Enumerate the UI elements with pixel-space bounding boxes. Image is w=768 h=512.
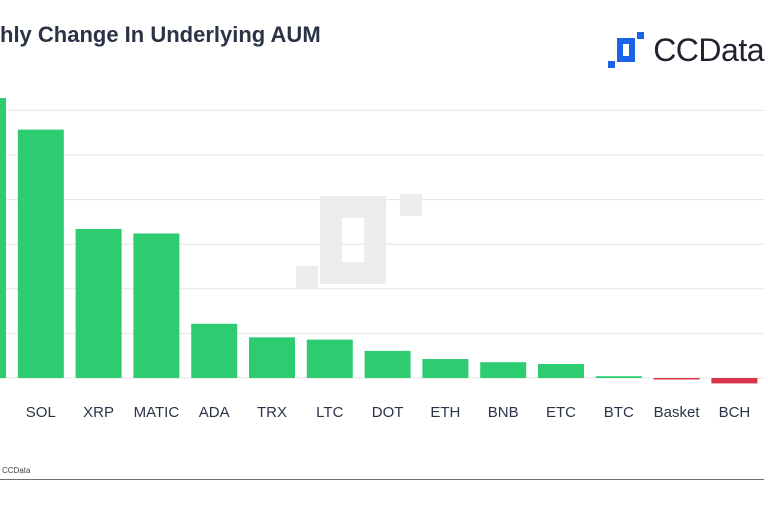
x-tick-label: LTC xyxy=(316,404,343,421)
source-note: CCData xyxy=(2,466,31,475)
x-tick-label: Basket xyxy=(654,404,701,421)
watermark-cell xyxy=(320,240,342,262)
x-tick-label: SOL xyxy=(26,404,56,421)
watermark-logo xyxy=(296,194,422,288)
watermark-cell xyxy=(342,196,364,218)
x-tick-label: ETC xyxy=(546,404,576,421)
x-tick-label: MATIC xyxy=(134,404,180,421)
bar-chart: SOL XRP MATIC ADA TRX LTC DOT ETH BNB ETC BTC Baske… xyxy=(0,98,764,421)
bar-sol xyxy=(17,129,64,378)
watermark-cell xyxy=(342,262,364,284)
watermark-cell xyxy=(296,266,318,288)
watermark-cell xyxy=(320,262,342,284)
bar-ada xyxy=(191,323,238,378)
x-tick-label: ETH xyxy=(430,404,460,421)
ccdata-logo-icon xyxy=(608,32,645,68)
x-tick-label: BCH xyxy=(719,404,751,421)
x-tick-label: DOT xyxy=(372,404,404,421)
watermark-cell xyxy=(320,218,342,240)
x-tick-label: BTC xyxy=(604,404,634,421)
x-tick-labels: SOL XRP MATIC ADA TRX LTC DOT ETH BNB ETC BTC Baske… xyxy=(26,404,750,421)
watermark-cell xyxy=(364,262,386,284)
bar-trx xyxy=(249,337,295,378)
watermark-cell xyxy=(364,196,386,218)
bar-cropped xyxy=(0,98,6,378)
brand: CCData xyxy=(607,30,764,70)
x-tick-label: XRP xyxy=(83,404,114,421)
footer-divider xyxy=(0,479,764,480)
bar-dot xyxy=(364,350,411,378)
bar-bnb xyxy=(480,362,527,378)
brand-name: CCData xyxy=(653,31,764,68)
x-tick-label: BNB xyxy=(488,404,519,421)
bar-etc xyxy=(538,364,584,378)
watermark-cell xyxy=(400,194,422,216)
bar-bch xyxy=(711,378,758,384)
chart-title: hly Change In Underlying AUM xyxy=(0,22,321,47)
x-tick-label: ADA xyxy=(199,404,230,421)
bar-eth xyxy=(422,359,469,378)
bars xyxy=(0,98,758,384)
bar-ltc xyxy=(306,339,353,378)
x-tick-label: TRX xyxy=(257,404,287,421)
watermark-cell xyxy=(364,240,386,262)
bar-xrp xyxy=(75,228,122,378)
bar-matic xyxy=(133,233,180,378)
bar-basket xyxy=(653,378,700,380)
watermark-cell xyxy=(320,196,342,218)
watermark-cell xyxy=(364,218,386,240)
bar-btc xyxy=(595,376,642,378)
